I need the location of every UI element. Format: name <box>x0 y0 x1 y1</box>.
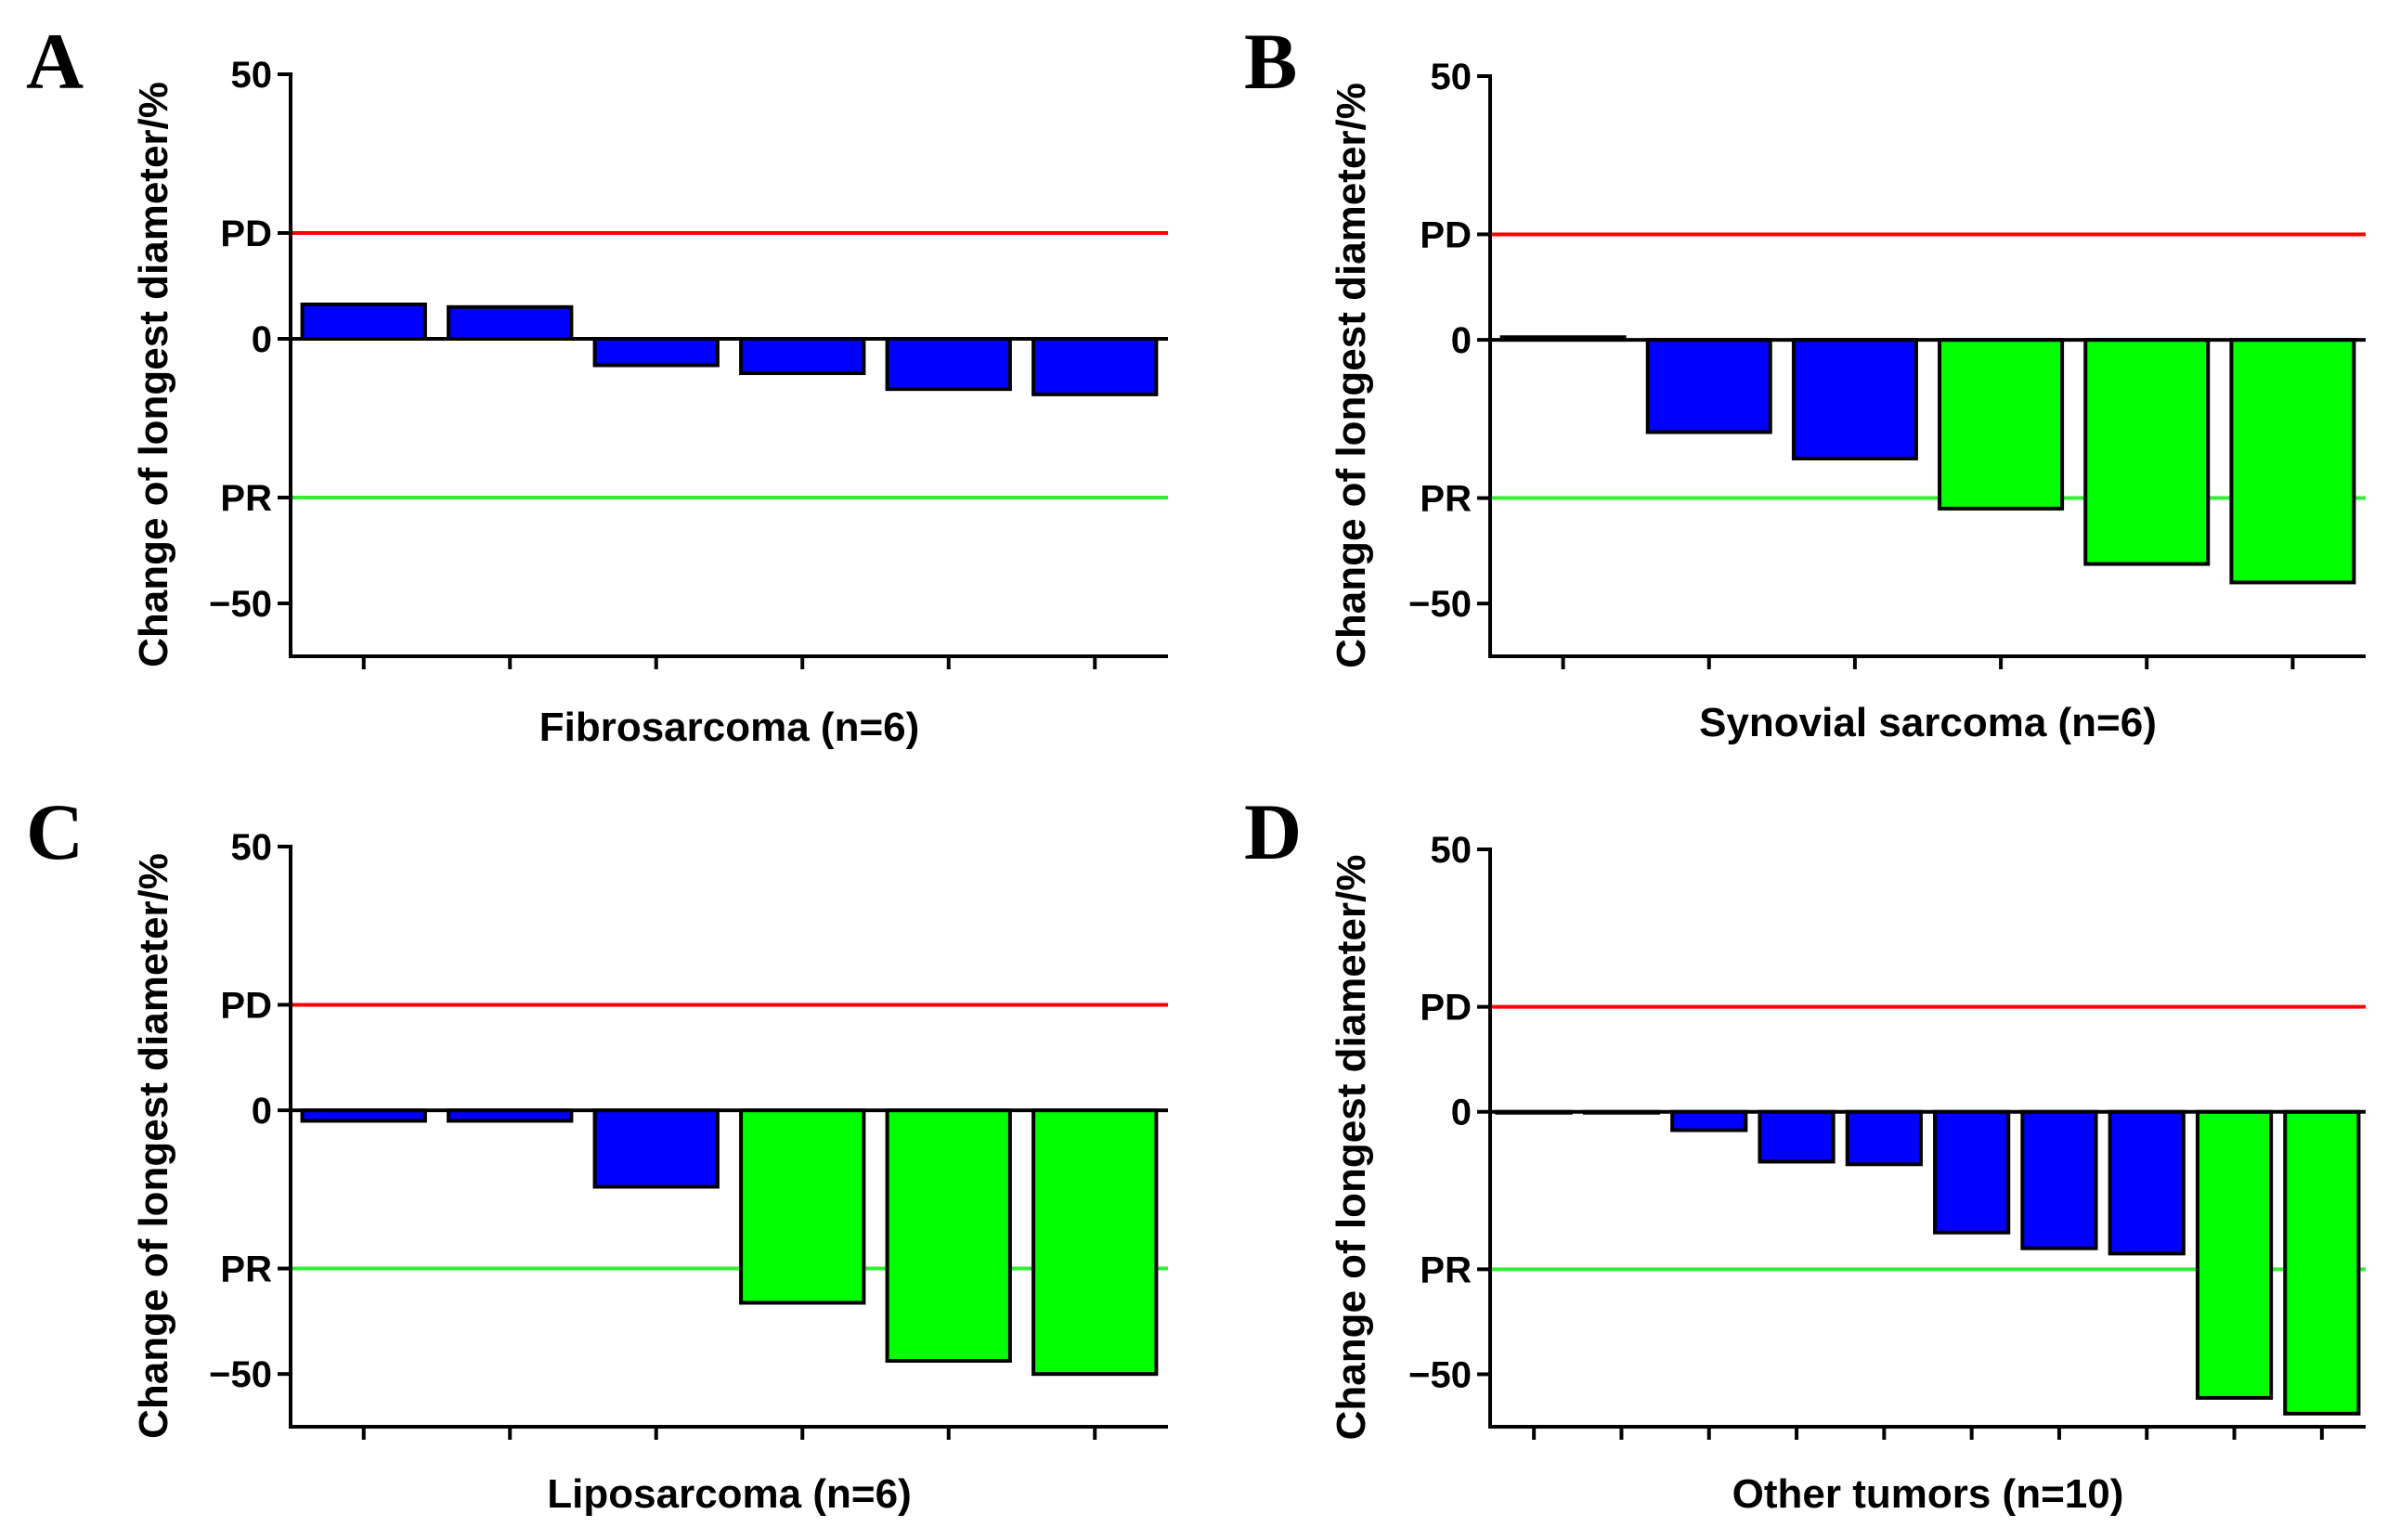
bar-5 <box>1845 1109 1923 1167</box>
x-axis-title: Other tumors (n=10) <box>1732 1471 2124 1517</box>
y-tick-label: 0 <box>252 1091 272 1132</box>
y-tick-label: 0 <box>1451 1093 1472 1133</box>
y-tick-label: PR <box>1420 1249 1472 1290</box>
y-axis-title: Change of longest diameter/% <box>1329 855 1374 1441</box>
bar-5 <box>2083 338 2211 566</box>
y-tick-label: −50 <box>1408 584 1472 625</box>
bar-2 <box>447 304 574 341</box>
y-tick-label: −50 <box>209 1354 272 1395</box>
bar-7 <box>2020 1109 2098 1250</box>
panel-letter: C <box>26 787 84 876</box>
bar-3 <box>592 337 720 368</box>
bar-4 <box>1758 1109 1836 1164</box>
panel-c: C Change of longest diameter/% 50 PD 0 PR −50 L… <box>26 787 1168 1517</box>
x-axis-title: Fibrosarcoma (n=6) <box>539 705 920 750</box>
bar-4 <box>739 1108 866 1305</box>
y-tick-label: −50 <box>209 584 272 625</box>
bar-8 <box>2108 1109 2186 1256</box>
bar-6 <box>1933 1109 2011 1235</box>
y-tick-label: PR <box>220 478 272 519</box>
y-tick-label: PD <box>1420 988 1472 1029</box>
bar-3 <box>1791 338 1918 460</box>
bar-3 <box>1670 1109 1748 1132</box>
bar-4 <box>1938 338 2065 511</box>
y-tick-label: PD <box>220 214 272 254</box>
y-tick-label: −50 <box>1408 1354 1472 1395</box>
y-tick-label: 0 <box>252 319 272 360</box>
y-tick-label: 50 <box>1431 830 1472 871</box>
y-axis-title: Change of longest diameter/% <box>1329 83 1374 668</box>
bar-10 <box>2283 1109 2361 1416</box>
x-axis-title: Synovial sarcoma (n=6) <box>1699 700 2157 745</box>
y-tick-label: PD <box>220 985 272 1026</box>
y-axis-title: Change of longest diameter/% <box>131 82 176 667</box>
panel-b: B Change of longest diameter/% 50 PD 0 PR −50 S… <box>1244 17 2366 745</box>
y-tick-label: PR <box>1420 479 1472 520</box>
y-tick-label: 50 <box>231 827 273 868</box>
bar-6 <box>2229 338 2356 585</box>
bar-2 <box>1645 338 1772 434</box>
panel-letter: A <box>26 17 84 106</box>
panel-d: D Change of longest diameter/% 50 PD 0 PR −50 O… <box>1244 787 2366 1517</box>
bar-5 <box>885 337 1012 392</box>
bar-5 <box>885 1108 1012 1363</box>
y-tick-label: PR <box>220 1249 272 1290</box>
bar-6 <box>1031 337 1159 396</box>
x-axis-title: Liposarcoma (n=6) <box>547 1471 911 1517</box>
bar-6 <box>1031 1108 1159 1377</box>
y-axis-title: Change of longest diameter/% <box>131 853 176 1439</box>
panel-letter: B <box>1244 17 1297 106</box>
y-tick-label: 50 <box>231 55 273 96</box>
panel-letter: D <box>1244 787 1302 876</box>
y-tick-label: 50 <box>1431 57 1472 97</box>
y-tick-label: 0 <box>1451 320 1472 361</box>
bar-1 <box>300 302 427 342</box>
bar-3 <box>592 1108 720 1189</box>
y-tick-label: PD <box>1420 214 1472 255</box>
bar-4 <box>739 337 866 376</box>
bar-9 <box>2195 1109 2274 1400</box>
panel-a: A Change of longest diameter/% 50 PD 0 PR −50 F… <box>26 17 1168 750</box>
